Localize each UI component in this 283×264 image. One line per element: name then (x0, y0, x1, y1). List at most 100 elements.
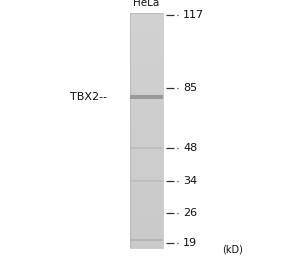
Bar (130, 157, 163, 158)
Bar (130, 169, 163, 170)
Bar (130, 83, 163, 84)
Bar (130, 232, 163, 233)
Bar (130, 14, 163, 15)
Bar (130, 57, 163, 58)
Bar (130, 41, 163, 42)
Bar (130, 143, 163, 144)
Bar (130, 139, 163, 140)
Bar (130, 121, 163, 122)
Bar (130, 187, 163, 188)
Bar (130, 217, 163, 218)
Text: TBX2--: TBX2-- (70, 92, 107, 102)
Bar (130, 87, 163, 88)
Bar (130, 101, 163, 102)
Bar (130, 246, 163, 247)
Bar (130, 210, 163, 211)
Bar (130, 131, 163, 132)
Bar (130, 60, 163, 61)
Bar (130, 180, 163, 182)
Text: 34: 34 (183, 176, 197, 186)
Bar (130, 154, 163, 155)
Bar (130, 128, 163, 129)
Bar (130, 225, 163, 226)
Bar (130, 22, 163, 23)
Bar (130, 238, 163, 239)
Text: 19: 19 (183, 238, 197, 248)
Bar (130, 86, 163, 87)
Bar (130, 193, 163, 194)
Bar (130, 80, 163, 81)
Bar (130, 239, 163, 241)
Bar (130, 127, 163, 128)
Bar (130, 72, 163, 73)
Bar (130, 240, 163, 241)
Bar (130, 49, 163, 50)
Bar (130, 144, 163, 145)
Bar (130, 89, 163, 90)
Bar (130, 205, 163, 206)
Bar (130, 70, 163, 71)
Bar (130, 242, 163, 243)
Bar (130, 132, 163, 133)
Bar (130, 108, 163, 109)
Bar (130, 164, 163, 165)
Bar (130, 209, 163, 210)
Bar (130, 112, 163, 113)
Bar (130, 147, 163, 148)
Text: 117: 117 (183, 10, 204, 20)
Bar (130, 215, 163, 216)
Bar (130, 213, 163, 214)
Bar (130, 15, 163, 16)
Bar (130, 180, 163, 181)
Bar (130, 188, 163, 189)
Bar (130, 29, 163, 30)
Bar (130, 78, 163, 79)
Bar (130, 28, 163, 29)
Bar (130, 159, 163, 160)
Bar (130, 167, 163, 168)
Bar (130, 168, 163, 169)
Bar (130, 64, 163, 65)
Bar (130, 207, 163, 208)
Bar (130, 158, 163, 159)
Bar (130, 234, 163, 235)
Bar (130, 116, 163, 117)
Bar (130, 231, 163, 232)
Bar (130, 39, 163, 40)
Bar (130, 67, 163, 68)
Bar (130, 194, 163, 195)
Bar (130, 104, 163, 105)
Bar (130, 160, 163, 161)
Bar (130, 52, 163, 53)
Bar (130, 134, 163, 135)
Bar (130, 56, 163, 57)
Text: HeLa: HeLa (133, 0, 159, 8)
Bar (130, 54, 163, 55)
Bar (130, 117, 163, 118)
Bar (130, 34, 163, 35)
Bar (130, 35, 163, 36)
Bar (130, 23, 163, 24)
Bar (130, 230, 163, 231)
Bar (130, 102, 163, 103)
Bar (130, 111, 163, 112)
Bar (130, 126, 163, 127)
Bar (130, 138, 163, 139)
Bar (130, 105, 163, 106)
Bar (130, 182, 163, 183)
Bar (130, 156, 163, 157)
Bar (130, 146, 163, 147)
Bar (130, 235, 163, 236)
Bar (130, 58, 163, 59)
Bar (130, 97, 163, 98)
Bar (130, 93, 163, 94)
Bar (130, 236, 163, 237)
Bar (130, 115, 163, 116)
Bar (130, 218, 163, 219)
Bar (130, 114, 163, 115)
Bar (130, 161, 163, 162)
Bar (130, 38, 163, 39)
Bar (130, 45, 163, 46)
Bar (130, 149, 163, 150)
Bar (130, 47, 163, 48)
